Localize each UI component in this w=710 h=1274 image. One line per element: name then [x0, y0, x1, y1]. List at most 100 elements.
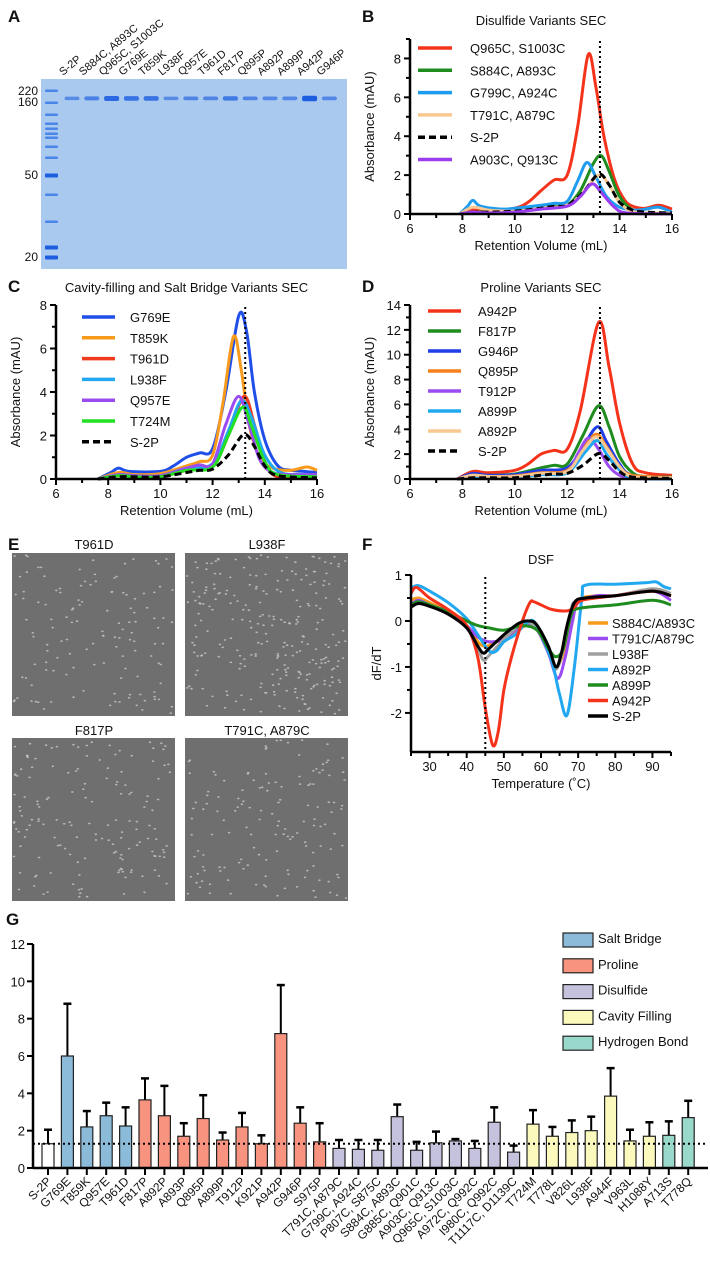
particle: [318, 666, 322, 669]
particle: [46, 649, 49, 652]
particle: [118, 869, 121, 872]
particle: [243, 658, 246, 660]
particle: [113, 577, 116, 579]
particle: [314, 662, 318, 665]
particle: [283, 621, 287, 624]
particle: [157, 777, 160, 780]
protein-band: [143, 96, 159, 101]
particle: [264, 745, 268, 747]
particle: [217, 655, 221, 658]
ladder-band: [45, 89, 58, 92]
particle: [24, 554, 28, 557]
particle: [125, 594, 128, 596]
particle: [52, 669, 55, 672]
legend-label: S-2P: [130, 435, 159, 450]
particle: [169, 712, 172, 714]
particle: [217, 796, 220, 798]
particle: [287, 622, 291, 624]
particle: [190, 817, 194, 820]
particle: [170, 566, 174, 568]
particle: [246, 771, 250, 774]
particle: [333, 832, 336, 835]
particle: [200, 880, 204, 883]
particle: [272, 690, 276, 693]
particle: [264, 632, 268, 635]
particle: [297, 670, 301, 673]
particle: [264, 691, 267, 694]
particle: [156, 798, 160, 801]
legend-label: T961D: [130, 352, 169, 367]
particle: [206, 794, 209, 797]
particle: [60, 640, 63, 642]
particle: [157, 662, 160, 665]
particle: [242, 800, 245, 803]
legend-label: A892P: [478, 424, 517, 439]
particle: [187, 760, 191, 763]
particle: [196, 566, 199, 569]
particle: [55, 745, 59, 748]
particle: [218, 866, 221, 869]
legend-label: A899P: [612, 678, 651, 693]
particle: [82, 788, 85, 790]
y-tick-label: 6: [40, 342, 47, 357]
particle: [162, 748, 165, 751]
particle: [83, 580, 87, 583]
bar: [313, 1141, 327, 1169]
particle: [162, 617, 165, 619]
particle: [71, 791, 74, 793]
particle: [193, 644, 196, 647]
particle: [205, 802, 209, 805]
particle: [37, 856, 41, 859]
particle: [142, 592, 146, 595]
panel-label-b: B: [362, 7, 374, 26]
particle: [295, 696, 299, 699]
y-tick-label: 12: [11, 937, 25, 952]
legend-label: L938F: [612, 647, 649, 662]
legend-label: Q957E: [130, 393, 171, 408]
particle: [323, 683, 326, 686]
particle: [241, 789, 244, 792]
particle: [227, 831, 231, 834]
particle: [19, 768, 23, 771]
particle: [218, 643, 222, 646]
particle: [223, 706, 227, 709]
particle: [79, 584, 83, 587]
particle: [170, 705, 174, 708]
particle: [205, 568, 208, 571]
particle: [71, 607, 75, 610]
particle: [295, 832, 299, 834]
particle: [285, 674, 288, 677]
particle: [223, 866, 226, 869]
particle: [313, 570, 317, 573]
particle: [157, 875, 161, 877]
particle: [202, 808, 205, 811]
legend-label: G946P: [478, 344, 518, 359]
particle: [143, 699, 147, 702]
particle: [168, 771, 172, 774]
particle: [261, 786, 264, 789]
x-tick-label: 14: [258, 486, 272, 501]
bar: [41, 1143, 55, 1169]
particle: [307, 784, 310, 787]
particle: [285, 556, 288, 559]
particle: [286, 579, 289, 581]
particle: [160, 742, 163, 745]
particle: [240, 694, 243, 697]
particle: [324, 661, 327, 664]
particle: [122, 893, 126, 895]
particle: [328, 774, 331, 777]
particle: [106, 609, 109, 612]
particle: [283, 828, 287, 830]
y-tick-label: 2: [394, 447, 401, 462]
particle: [127, 696, 131, 699]
particle: [121, 858, 124, 861]
particle: [146, 795, 149, 798]
particle: [135, 820, 139, 823]
particle: [312, 824, 316, 827]
particle: [274, 833, 278, 836]
particle: [286, 741, 290, 744]
y-axis-title: Absorbance (mAU): [362, 337, 377, 448]
particle: [306, 869, 309, 872]
micrograph-image: [185, 553, 348, 716]
particle: [154, 855, 157, 857]
